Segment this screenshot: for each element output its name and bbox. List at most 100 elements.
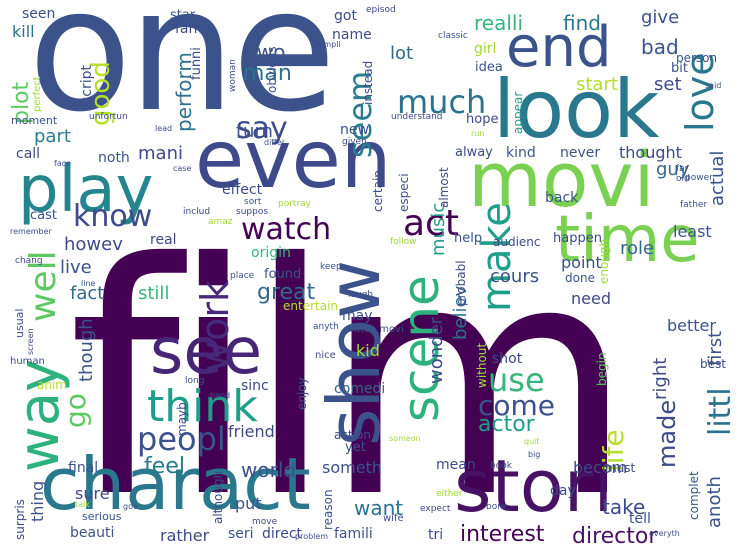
word-given: given: [342, 137, 367, 147]
word-never: never: [560, 145, 601, 161]
word-see: see: [150, 315, 263, 389]
word-charact: charact: [40, 442, 311, 526]
word-said: said: [705, 81, 722, 90]
word-think: think: [147, 381, 258, 432]
word-expect: expect: [420, 504, 451, 514]
word-play: play: [18, 153, 154, 227]
word-girl: girl: [474, 41, 497, 57]
word-enjoy: enjoy: [295, 377, 309, 410]
word-human: human: [10, 356, 45, 367]
word-long: long: [185, 376, 205, 386]
word-shot: shot: [492, 351, 523, 367]
word-though: though: [76, 318, 97, 382]
word-fan: fan: [175, 21, 198, 37]
word-episod: episod: [366, 5, 396, 15]
word-two: two: [249, 40, 286, 64]
word-music: music: [428, 202, 449, 256]
word-time: time: [555, 203, 700, 277]
word-actor: actor: [478, 412, 535, 437]
word-classic: classic: [438, 31, 468, 41]
word-begin: begin: [595, 352, 609, 386]
word-differ: differ: [264, 138, 286, 147]
word-especi: especi: [397, 173, 411, 212]
word-bore: bore: [486, 502, 507, 512]
word-howev: howev: [64, 234, 123, 255]
word-someth: someth: [322, 458, 382, 477]
word-sure: sure: [75, 484, 110, 503]
word-portray: portray: [278, 199, 311, 209]
word-kid: kid: [356, 341, 380, 360]
word-everyth: everyth: [649, 529, 680, 538]
word-kill: kill: [12, 22, 35, 41]
word-seen: seen: [22, 6, 56, 22]
word-turn: turn: [236, 121, 273, 142]
word-act: act: [403, 203, 459, 244]
word-fact: fact: [70, 283, 105, 304]
word-person: person: [676, 51, 718, 65]
word-book: book: [490, 461, 512, 471]
word-much: much: [397, 83, 487, 121]
word-name: name: [332, 27, 372, 43]
word-rather: rather: [160, 526, 210, 545]
word-enough: enough: [597, 238, 611, 284]
word-suppos: suppos: [236, 207, 269, 217]
word-serious: serious: [82, 510, 122, 523]
word-anoth: anoth: [704, 476, 725, 528]
word-complet: complet: [687, 471, 701, 520]
word-role: role: [620, 238, 655, 259]
word-bad: bad: [641, 35, 679, 59]
word-big: big: [528, 450, 541, 459]
word-line: line: [81, 279, 96, 288]
word-one: one: [28, 0, 336, 150]
word-old: old: [676, 174, 690, 184]
word-cast: cast: [30, 208, 57, 223]
word-instead: instead: [361, 60, 375, 105]
word-problem: problem: [295, 532, 329, 541]
word-appear: appear: [511, 91, 525, 134]
word-case: case: [173, 164, 192, 173]
word-anyth: anyth: [313, 322, 339, 332]
word-hand: hand: [210, 391, 231, 400]
word-surpris: surpris: [13, 499, 27, 540]
word-obvious: obvious: [265, 46, 279, 93]
word-real: real: [150, 232, 177, 248]
word-part: part: [34, 126, 71, 147]
word-director: director: [572, 524, 658, 549]
word-realli: realli: [474, 11, 524, 35]
word-made: made: [653, 399, 681, 468]
word-alway: alway: [455, 145, 493, 160]
word-includ: includ: [183, 207, 211, 217]
word-follow: follow: [390, 237, 417, 247]
word-remember: remember: [10, 227, 52, 236]
word-anim: anim: [37, 378, 67, 392]
word-effect: effect: [222, 182, 263, 198]
word-need: need: [571, 289, 611, 308]
word-say: say: [236, 111, 288, 146]
word-reason: reason: [321, 489, 335, 530]
word-start: start: [576, 74, 618, 95]
word-usual: usual: [13, 308, 26, 338]
word-noth: noth: [98, 150, 130, 166]
word-nice: nice: [315, 350, 336, 361]
word-mayb: mayb: [175, 402, 189, 436]
word-done: done: [565, 271, 595, 285]
word-funni: funni: [189, 47, 204, 80]
word-perfect: perfect: [32, 76, 43, 112]
word-may: may: [342, 308, 373, 324]
word-certain: certain: [371, 170, 385, 212]
word-friend: friend: [228, 422, 275, 441]
word-origin: origin: [251, 245, 291, 261]
word-world: world: [241, 458, 297, 482]
word-mean: mean: [436, 457, 476, 473]
word-amaz: amaz: [208, 217, 233, 227]
word-lead: lead: [155, 124, 173, 133]
word-tell: tell: [629, 511, 651, 527]
word-kind: kind: [506, 145, 536, 161]
word-go: go: [59, 393, 92, 428]
word-right: right: [650, 357, 671, 400]
word-move: move: [252, 517, 278, 527]
word-goe: goe: [123, 502, 138, 511]
word-place: place: [230, 271, 255, 281]
word-yet: yet: [345, 440, 366, 455]
word-understand: understand: [391, 112, 443, 122]
